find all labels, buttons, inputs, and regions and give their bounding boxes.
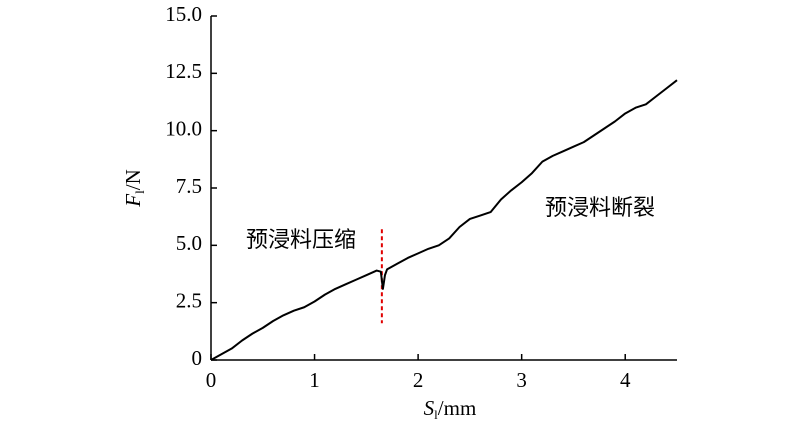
x-tick-label: 4 (620, 368, 631, 392)
y-tick-label: 7.5 (176, 174, 202, 198)
y-tick-label: 5.0 (176, 231, 202, 255)
annotation: 预浸料断裂 (545, 195, 655, 220)
y-axis-label: Fl/N (121, 169, 147, 207)
y-tick-label: 12.5 (165, 59, 202, 83)
data-line (210, 79, 678, 361)
y-tick-label: 2.5 (176, 288, 202, 312)
y-tick-label: 10.0 (165, 116, 202, 140)
x-tick-label: 3 (516, 368, 527, 392)
x-tick-label: 1 (309, 368, 320, 392)
y-label-sub: l (132, 190, 147, 194)
annotation: 预浸料压缩 (246, 227, 356, 252)
y-tick-label: 15.0 (165, 2, 202, 26)
x-label-main: S (424, 396, 435, 420)
x-axis-label: Sl/mm (424, 396, 477, 422)
y-label-unit: /N (121, 169, 145, 190)
y-tick-label: 0 (192, 346, 203, 370)
y-label-main: F (121, 194, 145, 208)
x-tick-label: 2 (413, 368, 424, 392)
x-label-sub: l (434, 407, 438, 422)
x-tick-label: 0 (206, 368, 217, 392)
x-label-unit: /mm (438, 396, 477, 420)
